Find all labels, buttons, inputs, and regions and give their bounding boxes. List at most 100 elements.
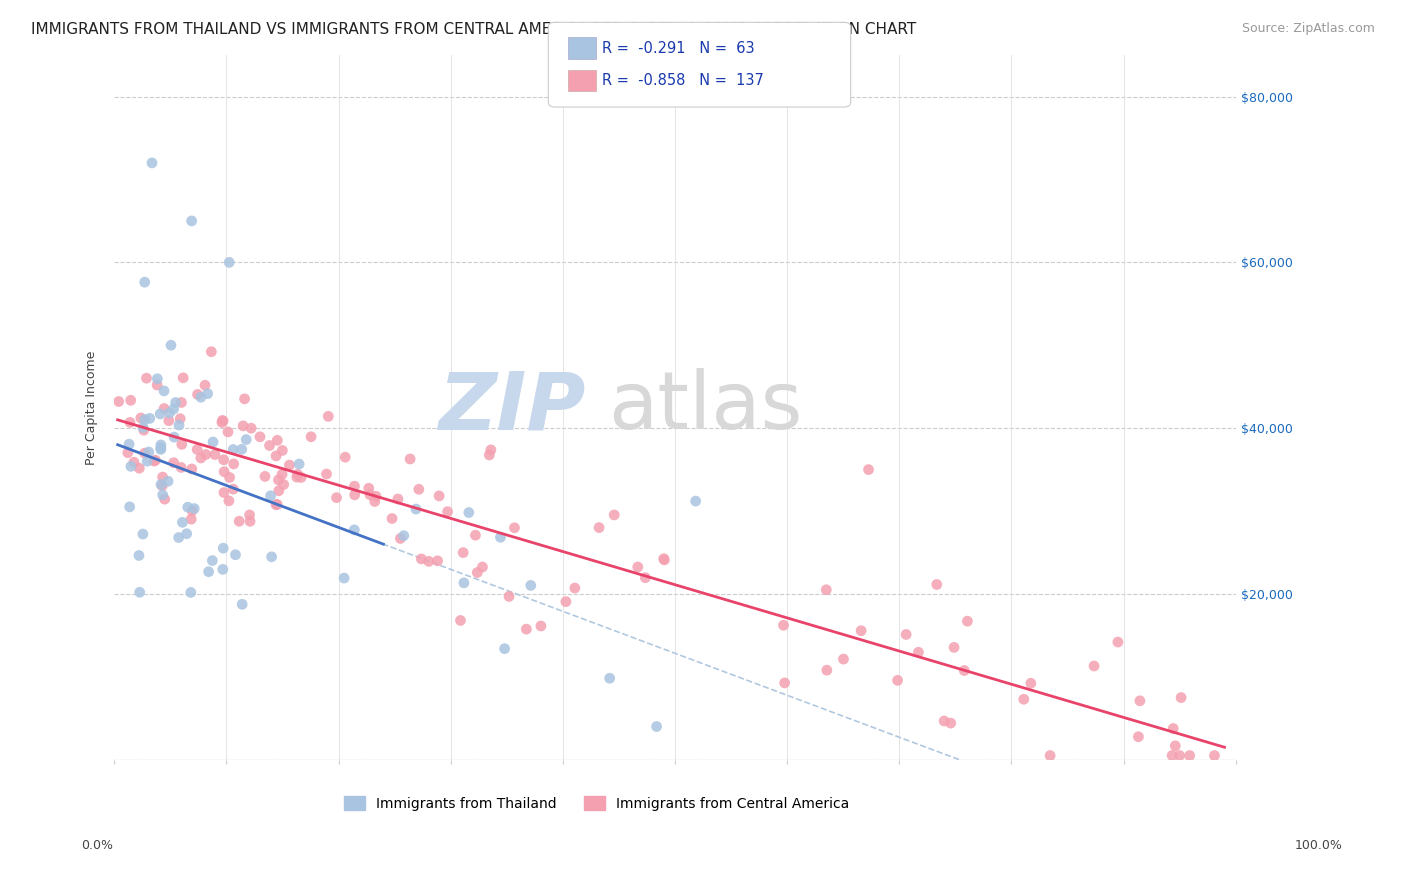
- Point: [163, 430, 186, 444]
- Point: [953, 664, 976, 678]
- Point: [315, 467, 337, 481]
- Text: ZIP: ZIP: [437, 368, 585, 446]
- Point: [1178, 748, 1201, 763]
- Point: [231, 597, 253, 611]
- Point: [271, 443, 294, 458]
- Point: [190, 450, 212, 465]
- Point: [139, 411, 162, 425]
- Point: [211, 413, 233, 427]
- Point: [627, 560, 650, 574]
- Point: [194, 448, 217, 462]
- Point: [218, 255, 240, 269]
- Point: [132, 420, 155, 434]
- Point: [138, 445, 160, 459]
- Point: [149, 438, 172, 452]
- Point: [267, 473, 290, 487]
- Text: IMMIGRANTS FROM THAILAND VS IMMIGRANTS FROM CENTRAL AMERICA PER CAPITA INCOME CO: IMMIGRANTS FROM THAILAND VS IMMIGRANTS F…: [31, 22, 917, 37]
- Point: [645, 719, 668, 733]
- Point: [599, 671, 621, 685]
- Point: [163, 456, 186, 470]
- Point: [167, 418, 190, 433]
- Point: [222, 457, 245, 471]
- Point: [471, 560, 494, 574]
- Point: [652, 551, 675, 566]
- Point: [135, 371, 157, 385]
- Point: [170, 437, 193, 451]
- Point: [503, 521, 526, 535]
- Point: [222, 442, 245, 457]
- Point: [180, 462, 202, 476]
- Point: [107, 394, 129, 409]
- Point: [1168, 748, 1191, 763]
- Point: [288, 457, 311, 471]
- Text: 100.0%: 100.0%: [1295, 839, 1343, 852]
- Point: [118, 500, 141, 514]
- Point: [772, 618, 794, 632]
- Point: [1161, 722, 1184, 736]
- Point: [943, 640, 966, 655]
- Point: [197, 386, 219, 401]
- Point: [211, 416, 233, 430]
- Point: [381, 511, 404, 525]
- Point: [389, 532, 412, 546]
- Point: [153, 492, 176, 507]
- Point: [172, 371, 194, 385]
- Point: [588, 520, 610, 534]
- Point: [212, 541, 235, 556]
- Point: [128, 461, 150, 475]
- Point: [141, 156, 163, 170]
- Point: [212, 452, 235, 467]
- Point: [165, 395, 187, 409]
- Point: [120, 393, 142, 408]
- Point: [117, 445, 139, 459]
- Point: [343, 479, 366, 493]
- Point: [170, 460, 193, 475]
- Y-axis label: Per Capita Income: Per Capita Income: [86, 351, 98, 465]
- Point: [273, 477, 295, 491]
- Point: [197, 565, 219, 579]
- Point: [136, 454, 159, 468]
- Point: [180, 585, 202, 599]
- Point: [1128, 730, 1150, 744]
- Point: [285, 470, 308, 484]
- Point: [364, 494, 387, 508]
- Point: [170, 395, 193, 409]
- Point: [180, 214, 202, 228]
- Point: [907, 645, 929, 659]
- Point: [160, 338, 183, 352]
- Point: [858, 462, 880, 476]
- Point: [343, 523, 366, 537]
- Point: [1019, 676, 1042, 690]
- Point: [555, 595, 578, 609]
- Point: [190, 390, 212, 404]
- Point: [634, 571, 657, 585]
- Point: [128, 585, 150, 599]
- Text: Source: ZipAtlas.com: Source: ZipAtlas.com: [1241, 22, 1375, 36]
- Point: [290, 470, 312, 484]
- Point: [204, 448, 226, 462]
- Point: [239, 508, 262, 522]
- Point: [1012, 692, 1035, 706]
- Point: [603, 508, 626, 522]
- Point: [392, 528, 415, 542]
- Text: atlas: atlas: [607, 368, 801, 446]
- Point: [150, 479, 173, 493]
- Point: [172, 516, 194, 530]
- Point: [149, 477, 172, 491]
- Point: [128, 549, 150, 563]
- Point: [1204, 748, 1226, 763]
- Point: [169, 411, 191, 425]
- Point: [180, 512, 202, 526]
- Point: [134, 275, 156, 289]
- Point: [149, 441, 172, 455]
- Point: [359, 488, 381, 502]
- Point: [259, 438, 281, 452]
- Point: [335, 450, 357, 465]
- Point: [233, 392, 256, 406]
- Point: [153, 384, 176, 398]
- Point: [266, 434, 288, 448]
- Point: [132, 527, 155, 541]
- Point: [200, 344, 222, 359]
- Point: [364, 489, 387, 503]
- Point: [146, 378, 169, 392]
